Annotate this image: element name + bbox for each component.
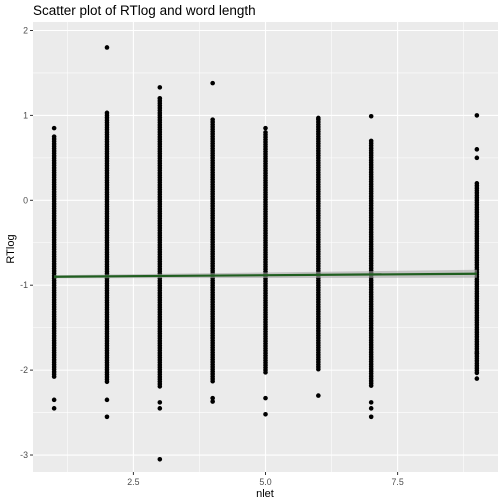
- y-tick-label: 0: [23, 195, 28, 205]
- data-point: [368, 400, 374, 405]
- data-point: [210, 378, 215, 384]
- data-point: [368, 406, 374, 411]
- data-point: [104, 414, 110, 420]
- data-point: [104, 379, 110, 385]
- y-tick-label: -1: [20, 280, 28, 290]
- y-axis-label: RTlog: [5, 234, 17, 263]
- y-tick-label: 1: [23, 110, 28, 120]
- data-point: [210, 395, 215, 401]
- data-point: [263, 370, 268, 375]
- data-point: [474, 370, 480, 376]
- data-point: [157, 406, 163, 411]
- data-point: [51, 397, 57, 403]
- data-point: [263, 125, 268, 131]
- y-tick-label: -3: [20, 450, 28, 460]
- data-point: [474, 113, 480, 118]
- data-point: [474, 147, 480, 152]
- data-point: [316, 366, 321, 372]
- data-point: [368, 113, 374, 119]
- data-point: [474, 155, 480, 161]
- data-point: [104, 397, 110, 403]
- data-point: [474, 350, 480, 356]
- x-axis-label: nlet: [256, 488, 274, 500]
- x-tick-label: 5.0: [259, 477, 271, 487]
- data-point: [263, 395, 268, 401]
- x-axis-ticks: 2.5 5.0 7.5: [127, 472, 404, 487]
- data-point: [157, 456, 163, 462]
- data-point: [316, 115, 321, 121]
- data-point: [474, 376, 480, 381]
- data-point: [263, 411, 268, 417]
- y-tick-label: -2: [20, 365, 28, 375]
- x-tick-label: 2.5: [127, 477, 139, 487]
- data-point: [51, 374, 57, 379]
- regression-fit: [54, 269, 477, 279]
- data-point: [210, 80, 215, 86]
- chart-title: Scatter plot of RTlog and word length: [33, 3, 256, 18]
- regression-line: [54, 272, 477, 278]
- data-point: [157, 85, 163, 90]
- data-point: [51, 406, 57, 411]
- data-point: [368, 383, 374, 388]
- data-point: [51, 125, 57, 131]
- data-point: [157, 400, 163, 405]
- data-point: [316, 393, 321, 398]
- data-points: [51, 45, 480, 462]
- data-point: [104, 110, 110, 116]
- data-point: [210, 399, 215, 404]
- y-tick-label: 2: [23, 25, 28, 35]
- data-point: [368, 414, 374, 420]
- x-tick-label: 7.5: [391, 477, 403, 487]
- data-point: [104, 45, 110, 50]
- data-point: [157, 96, 163, 101]
- data-point: [157, 384, 163, 389]
- y-axis-ticks: 2 1 0 -1 -2 -3: [20, 25, 33, 460]
